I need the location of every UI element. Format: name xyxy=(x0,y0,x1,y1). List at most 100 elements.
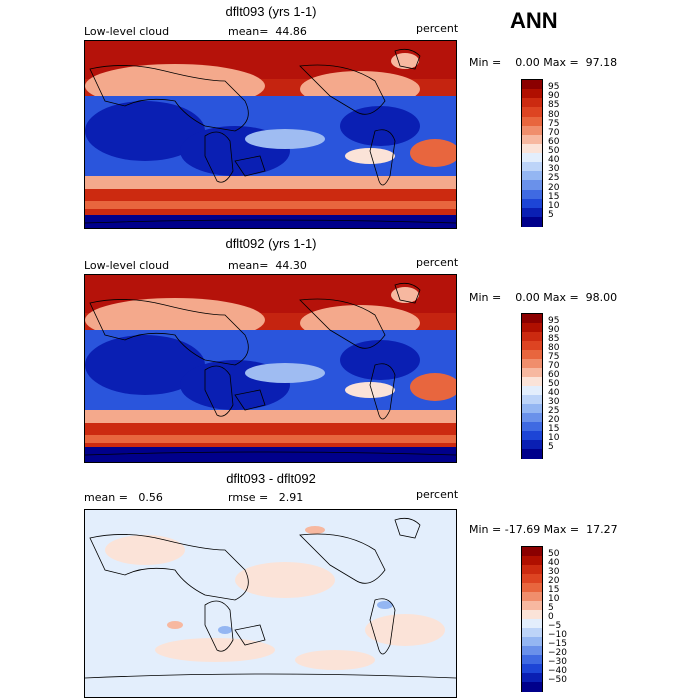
colorbar-tick-label: 90 xyxy=(548,325,560,335)
mean-label: mean = 0.56 xyxy=(84,491,163,504)
colorbar-tick-label: 85 xyxy=(548,334,560,344)
variable-label: Low-level cloud xyxy=(84,25,170,38)
colorbar-tick-label: 40 xyxy=(548,155,560,166)
colorbar-swatch xyxy=(522,125,542,136)
colorbar-tick-label: 30 xyxy=(548,397,560,407)
season-label: ANN xyxy=(510,8,558,33)
colorbar-tick-label: 90 xyxy=(548,91,560,102)
colorbar-swatch xyxy=(522,440,542,450)
range-label: Min = 0.00 Max = 97.18 xyxy=(469,56,618,69)
colorbar-swatch xyxy=(522,413,542,423)
units-label: percent xyxy=(416,256,459,269)
colorbar-tick-label: 30 xyxy=(548,567,560,577)
rmse-label: rmse = 2.91 xyxy=(228,491,304,504)
colorbar-tick-label: −15 xyxy=(548,639,567,649)
colorbar-tick-label: 25 xyxy=(548,173,560,184)
units-label: percent xyxy=(416,22,459,35)
colorbar-swatch xyxy=(522,153,542,163)
colorbar-tick-label: 10 xyxy=(548,200,560,211)
mean-label: mean= 44.86 xyxy=(228,25,307,38)
colorbar-tick-label: 50 xyxy=(548,549,560,559)
colorbar-swatch xyxy=(522,189,542,200)
units-label: percent xyxy=(416,488,459,501)
colorbar-tick-label: 50 xyxy=(548,146,560,156)
colorbar-swatch xyxy=(522,98,542,108)
cloud-map-difference xyxy=(85,510,456,697)
colorbar-swatch xyxy=(522,107,542,117)
colorbar-swatch xyxy=(522,341,542,351)
colorbar-swatch xyxy=(522,431,542,441)
colorbar-swatch xyxy=(522,619,542,629)
colorbar-swatch xyxy=(522,377,542,387)
colorbar-swatch xyxy=(522,556,542,566)
colorbar-tick-label: 10 xyxy=(548,594,560,604)
colorbar-tick-label: 70 xyxy=(548,127,560,138)
colorbar-swatch xyxy=(522,198,542,209)
colorbar-swatch xyxy=(522,565,542,575)
colorbar-tick-label: 25 xyxy=(548,406,560,416)
colorbar-swatch xyxy=(522,395,542,405)
colorbar-swatch xyxy=(522,89,542,99)
colorbar-swatch xyxy=(522,359,542,369)
panel-title: dflt092 (yrs 1-1) xyxy=(225,236,317,251)
colorbar-swatch xyxy=(522,332,542,342)
colorbar-tick-label: 15 xyxy=(548,424,560,434)
colorbar-swatch xyxy=(522,610,542,620)
panel-title: dflt093 (yrs 1-1) xyxy=(225,4,317,19)
colorbar-swatch xyxy=(522,637,542,647)
colorbar-tick-label: 60 xyxy=(548,136,560,147)
colorbar-tick-label: −20 xyxy=(548,648,567,658)
map-bottom xyxy=(84,509,457,698)
colorbar-swatch xyxy=(522,368,542,378)
colorbar-swatch xyxy=(522,583,542,593)
colorbar-swatch xyxy=(522,422,542,432)
colorbar-tick-label: −50 xyxy=(548,675,567,685)
colorbar-swatch xyxy=(522,592,542,602)
colorbar-tick-label: 60 xyxy=(548,370,560,380)
colorbar-swatch xyxy=(522,628,542,638)
range-label: Min = 0.00 Max = 98.00 xyxy=(469,291,618,304)
colorbar-tick-label: 80 xyxy=(548,343,560,353)
colorbar-swatch xyxy=(522,314,542,324)
colorbar-tick-label: −5 xyxy=(548,621,562,631)
mean-label: mean= 44.30 xyxy=(228,259,307,272)
colorbar-swatch xyxy=(522,449,542,459)
colorbar-swatch xyxy=(522,601,542,611)
colorbar-swatch xyxy=(522,162,542,172)
colorbar-tick-label: 70 xyxy=(548,361,560,371)
range-label: Min = -17.69 Max = 17.27 xyxy=(469,523,618,536)
colorbar-tick-label: 30 xyxy=(548,164,560,175)
colorbar-top xyxy=(521,79,543,227)
map-top xyxy=(84,40,457,229)
colorbar-swatch xyxy=(522,116,542,127)
colorbar-swatch xyxy=(522,655,542,665)
colorbar-tick-label: 10 xyxy=(548,433,560,443)
colorbar-tick-label: 0 xyxy=(548,612,554,622)
colorbar-tick-label: 75 xyxy=(548,118,560,129)
colorbar-swatch xyxy=(522,646,542,656)
colorbar-tick-label: −40 xyxy=(548,666,567,676)
cloud-map-absolute xyxy=(85,41,456,228)
colorbar-bottom xyxy=(521,546,543,692)
colorbar-swatch xyxy=(522,664,542,674)
colorbar-swatch xyxy=(522,350,542,360)
colorbar-swatch xyxy=(522,673,542,683)
panel-title: dflt093 - dflt092 xyxy=(226,471,316,486)
colorbar-tick-label: 50 xyxy=(548,379,560,389)
colorbar-swatch xyxy=(522,682,542,692)
colorbar-tick-label: 20 xyxy=(548,576,560,586)
colorbar-tick-label: −10 xyxy=(548,630,567,640)
colorbar-middle xyxy=(521,313,543,459)
colorbar-swatch xyxy=(522,547,542,557)
colorbar-swatch xyxy=(522,323,542,333)
colorbar-swatch xyxy=(522,80,542,90)
colorbar-tick-label: 5 xyxy=(548,603,554,613)
colorbar-tick-label: 5 xyxy=(548,442,554,452)
colorbar-tick-label: 20 xyxy=(548,415,560,425)
colorbar-tick-label: −30 xyxy=(548,657,567,667)
colorbar-swatch xyxy=(522,143,542,154)
cloud-map-absolute xyxy=(85,275,456,462)
colorbar-tick-label: 5 xyxy=(548,209,554,220)
colorbar-tick-label: 15 xyxy=(548,585,560,595)
colorbar-tick-label: 40 xyxy=(548,558,560,568)
